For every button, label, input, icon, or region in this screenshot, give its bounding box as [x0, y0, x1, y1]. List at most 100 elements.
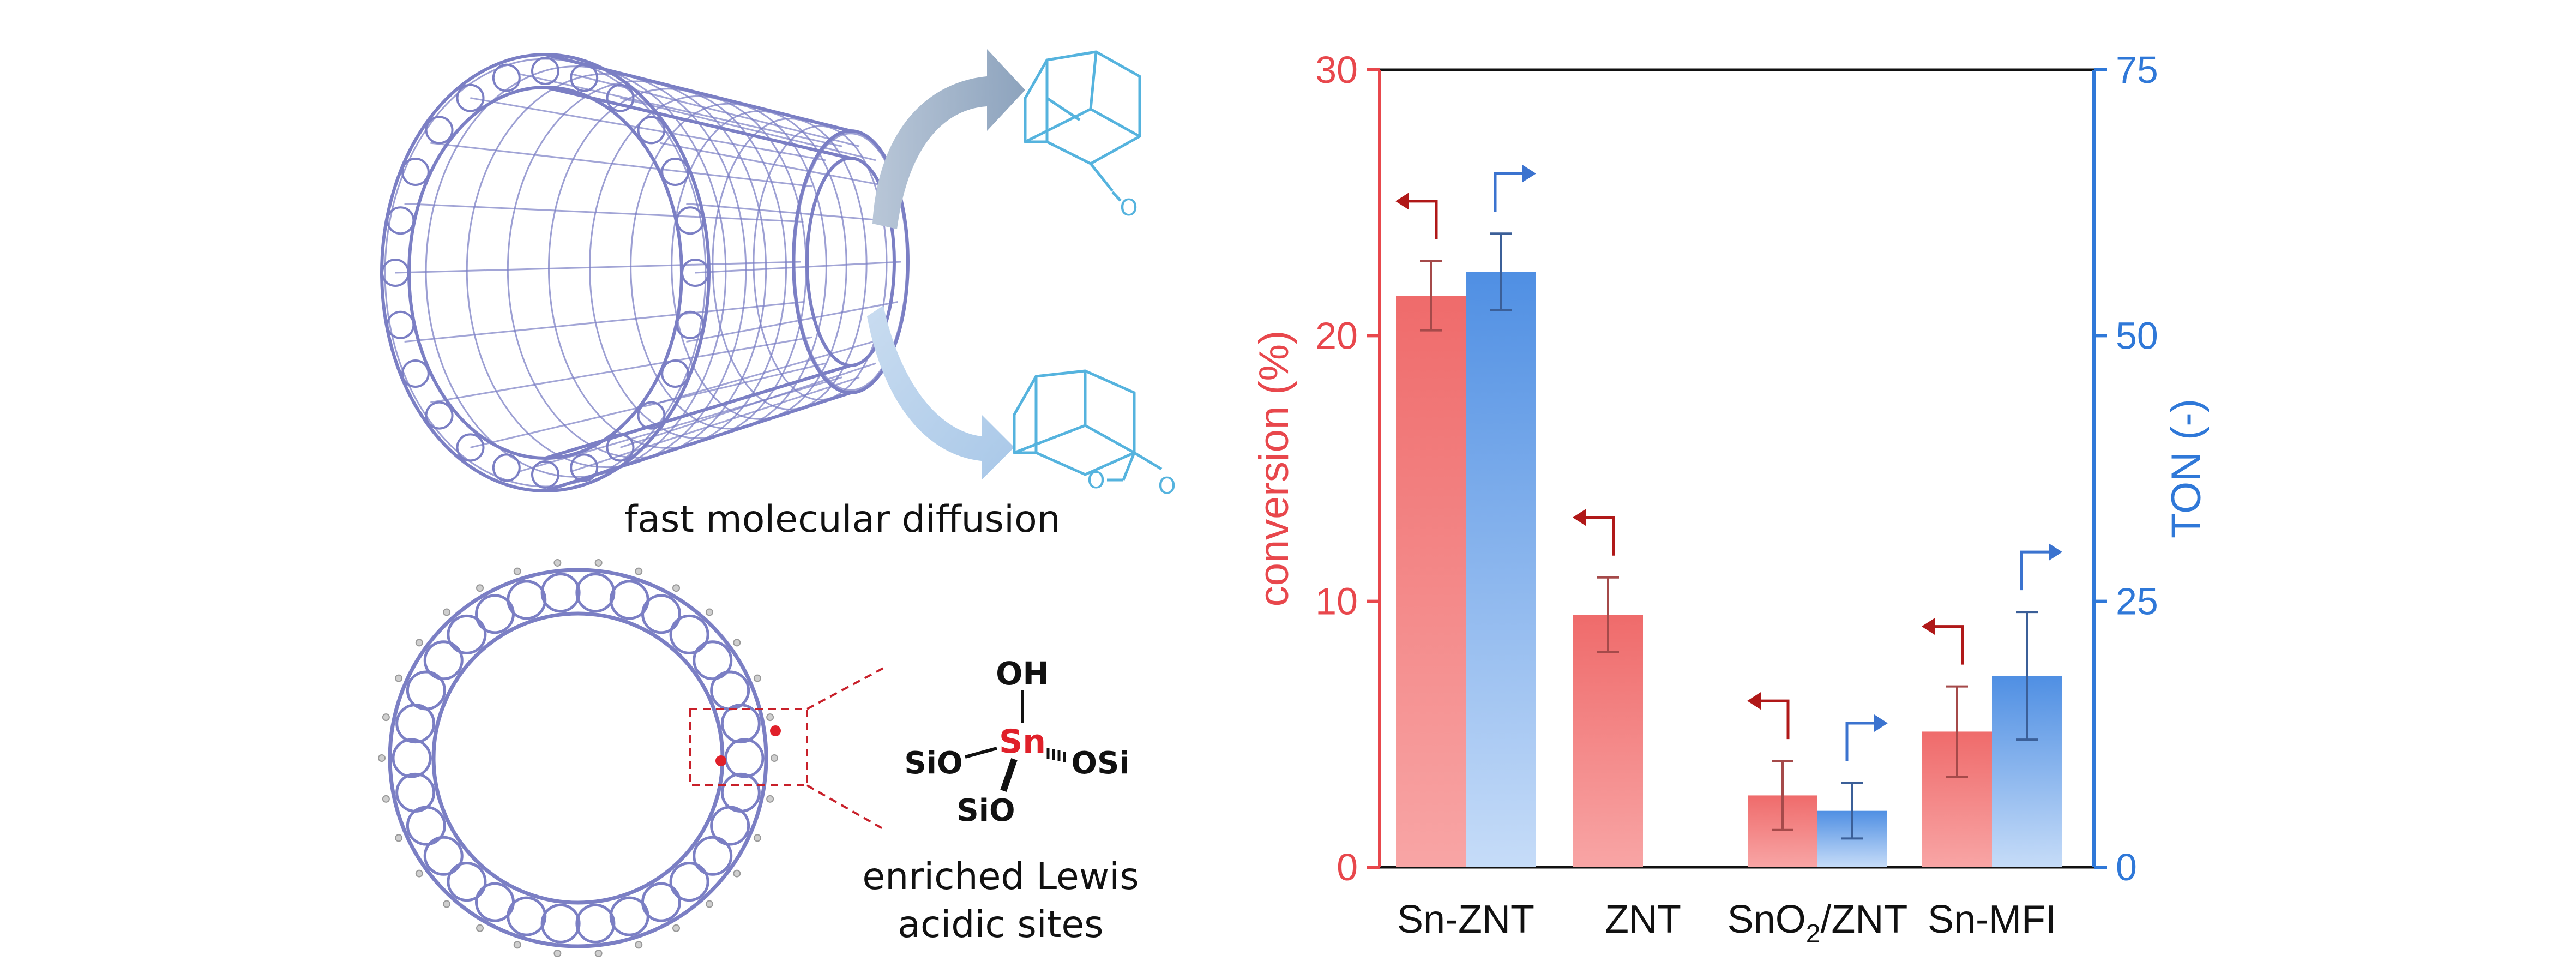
left-arrow-head	[1747, 692, 1761, 710]
framework-strut	[470, 362, 826, 448]
diffusion-arrow-down	[867, 305, 1014, 480]
bar-conversion-sn-znt	[1396, 296, 1466, 867]
left-y-tick-label: 30	[1315, 49, 1358, 91]
ring-cage	[693, 640, 733, 681]
left-axis-indicator-arrow	[1933, 625, 1964, 665]
ring-terminal-atom	[672, 584, 680, 592]
right-y-tick-label: 0	[2116, 846, 2137, 888]
right-y-tick-label: 25	[2116, 580, 2158, 623]
right-y-axis-title: TON (-)	[2163, 399, 2210, 538]
x-tick-label: Sn-ZNT	[1397, 898, 1534, 941]
left-y-tick-label: 0	[1337, 846, 1358, 888]
left-axis-indicator-arrow	[1406, 200, 1438, 239]
right-y-tick-label: 75	[2116, 49, 2158, 91]
ring-terminal-atom	[476, 584, 484, 592]
illustration-panel: O O O fast molecular diffusion OH	[378, 49, 1176, 958]
ring-terminal-atom	[443, 900, 451, 908]
bar-chart: 0 10 20 30 0 25 50 75 conversion (%) TON (-) Sn-ZN…	[1251, 49, 2210, 948]
ketone-oxygen-label: O	[1120, 194, 1137, 221]
framework-strut	[404, 202, 804, 223]
right-axis-indicator-arrow	[2020, 550, 2051, 591]
framework-cage	[661, 158, 690, 186]
ring-terminal-atom	[594, 558, 603, 567]
ring-cage	[540, 903, 581, 944]
caption-lewis-line2: acidic sites	[898, 903, 1103, 946]
ring-terminal-atom	[443, 608, 451, 616]
ring-terminal-atom	[553, 558, 562, 567]
framework-strut	[519, 376, 842, 472]
framework-cage	[606, 433, 635, 462]
framework-cage	[386, 206, 415, 235]
ring-terminal-atom	[415, 869, 423, 878]
ring-cage	[540, 573, 581, 613]
left-arrow-head	[1922, 617, 1935, 635]
framework-strut	[620, 97, 876, 161]
ring-cage	[475, 882, 515, 922]
framework-strut	[571, 376, 860, 472]
ring-terminal-atom	[395, 834, 403, 842]
x-tick-label: Sn-MFI	[1928, 898, 2056, 941]
framework-cage	[637, 116, 666, 145]
left-y-axis-title: conversion (%)	[1251, 331, 1297, 607]
ring-terminal-atom	[553, 950, 562, 958]
framework-cage	[661, 359, 690, 388]
site-sio-bottom-label: SiO	[956, 793, 1015, 828]
ring-cage	[693, 836, 733, 876]
right-y-tick-label: 50	[2116, 314, 2158, 357]
framework-ring	[466, 73, 747, 469]
ring-cage	[669, 614, 709, 654]
zeolite-nanotube-framework	[380, 53, 910, 492]
framework-cage	[570, 63, 599, 92]
ring-terminal-atom	[513, 567, 521, 575]
ring-terminal-atom	[705, 608, 713, 616]
framework-strut	[660, 336, 889, 404]
framework-cage	[676, 310, 705, 339]
framework-strut	[470, 97, 826, 161]
framework-cage	[531, 460, 559, 489]
framework-strut	[395, 261, 801, 274]
framework-strut	[686, 202, 898, 223]
right-arrow-head	[2049, 543, 2062, 561]
ring-terminal-atom	[382, 795, 390, 803]
ring-cage	[447, 862, 487, 902]
ring-cage	[720, 772, 761, 813]
right-arrow-head	[1874, 714, 1888, 732]
ring-cage	[447, 614, 487, 654]
framework-cage	[492, 63, 521, 92]
site-osi-right-label: OSi	[1071, 746, 1129, 781]
ring-terminal-atom	[594, 950, 603, 958]
site-oh-label: OH	[996, 655, 1049, 692]
left-y-tick-label: 20	[1315, 314, 1358, 357]
ring-cage	[395, 772, 436, 813]
left-arrow-head	[1395, 192, 1409, 210]
framework-strut	[660, 142, 889, 188]
zoom-leader-top	[806, 667, 884, 710]
ring-cage	[423, 836, 464, 876]
ring-cage	[575, 903, 616, 944]
ring-cage	[406, 670, 446, 711]
ring-terminal-atom	[733, 869, 741, 878]
lactone-molecule	[1013, 369, 1163, 482]
ring-cage	[641, 594, 681, 634]
ring-terminal-atom	[672, 924, 680, 932]
left-axis-indicator-arrow	[1758, 699, 1790, 740]
ring-terminal-atom	[766, 713, 774, 722]
caption-lewis-line1: enriched Lewis	[862, 855, 1139, 898]
ring-cage	[669, 862, 709, 902]
bar-conversion-znt	[1573, 615, 1643, 867]
framework-strut	[430, 142, 812, 188]
nanotube-cross-section	[378, 558, 778, 958]
site-sio-left-label: SiO	[904, 746, 962, 781]
sn-site-dot	[715, 755, 726, 766]
site-sn-label: Sn	[999, 723, 1046, 761]
sn-site-structure: OH Sn SiO OSi SiO	[904, 655, 1129, 828]
ring-terminal-atom	[513, 941, 521, 949]
ring-terminal-atom	[753, 834, 761, 842]
ring-terminal-atom	[635, 567, 643, 575]
framework-cage	[492, 453, 521, 482]
framework-cage	[401, 359, 430, 388]
ring-cage	[720, 704, 761, 744]
ring-terminal-atom	[415, 639, 423, 647]
ring-cage	[575, 573, 616, 613]
framework-cage	[381, 259, 410, 287]
